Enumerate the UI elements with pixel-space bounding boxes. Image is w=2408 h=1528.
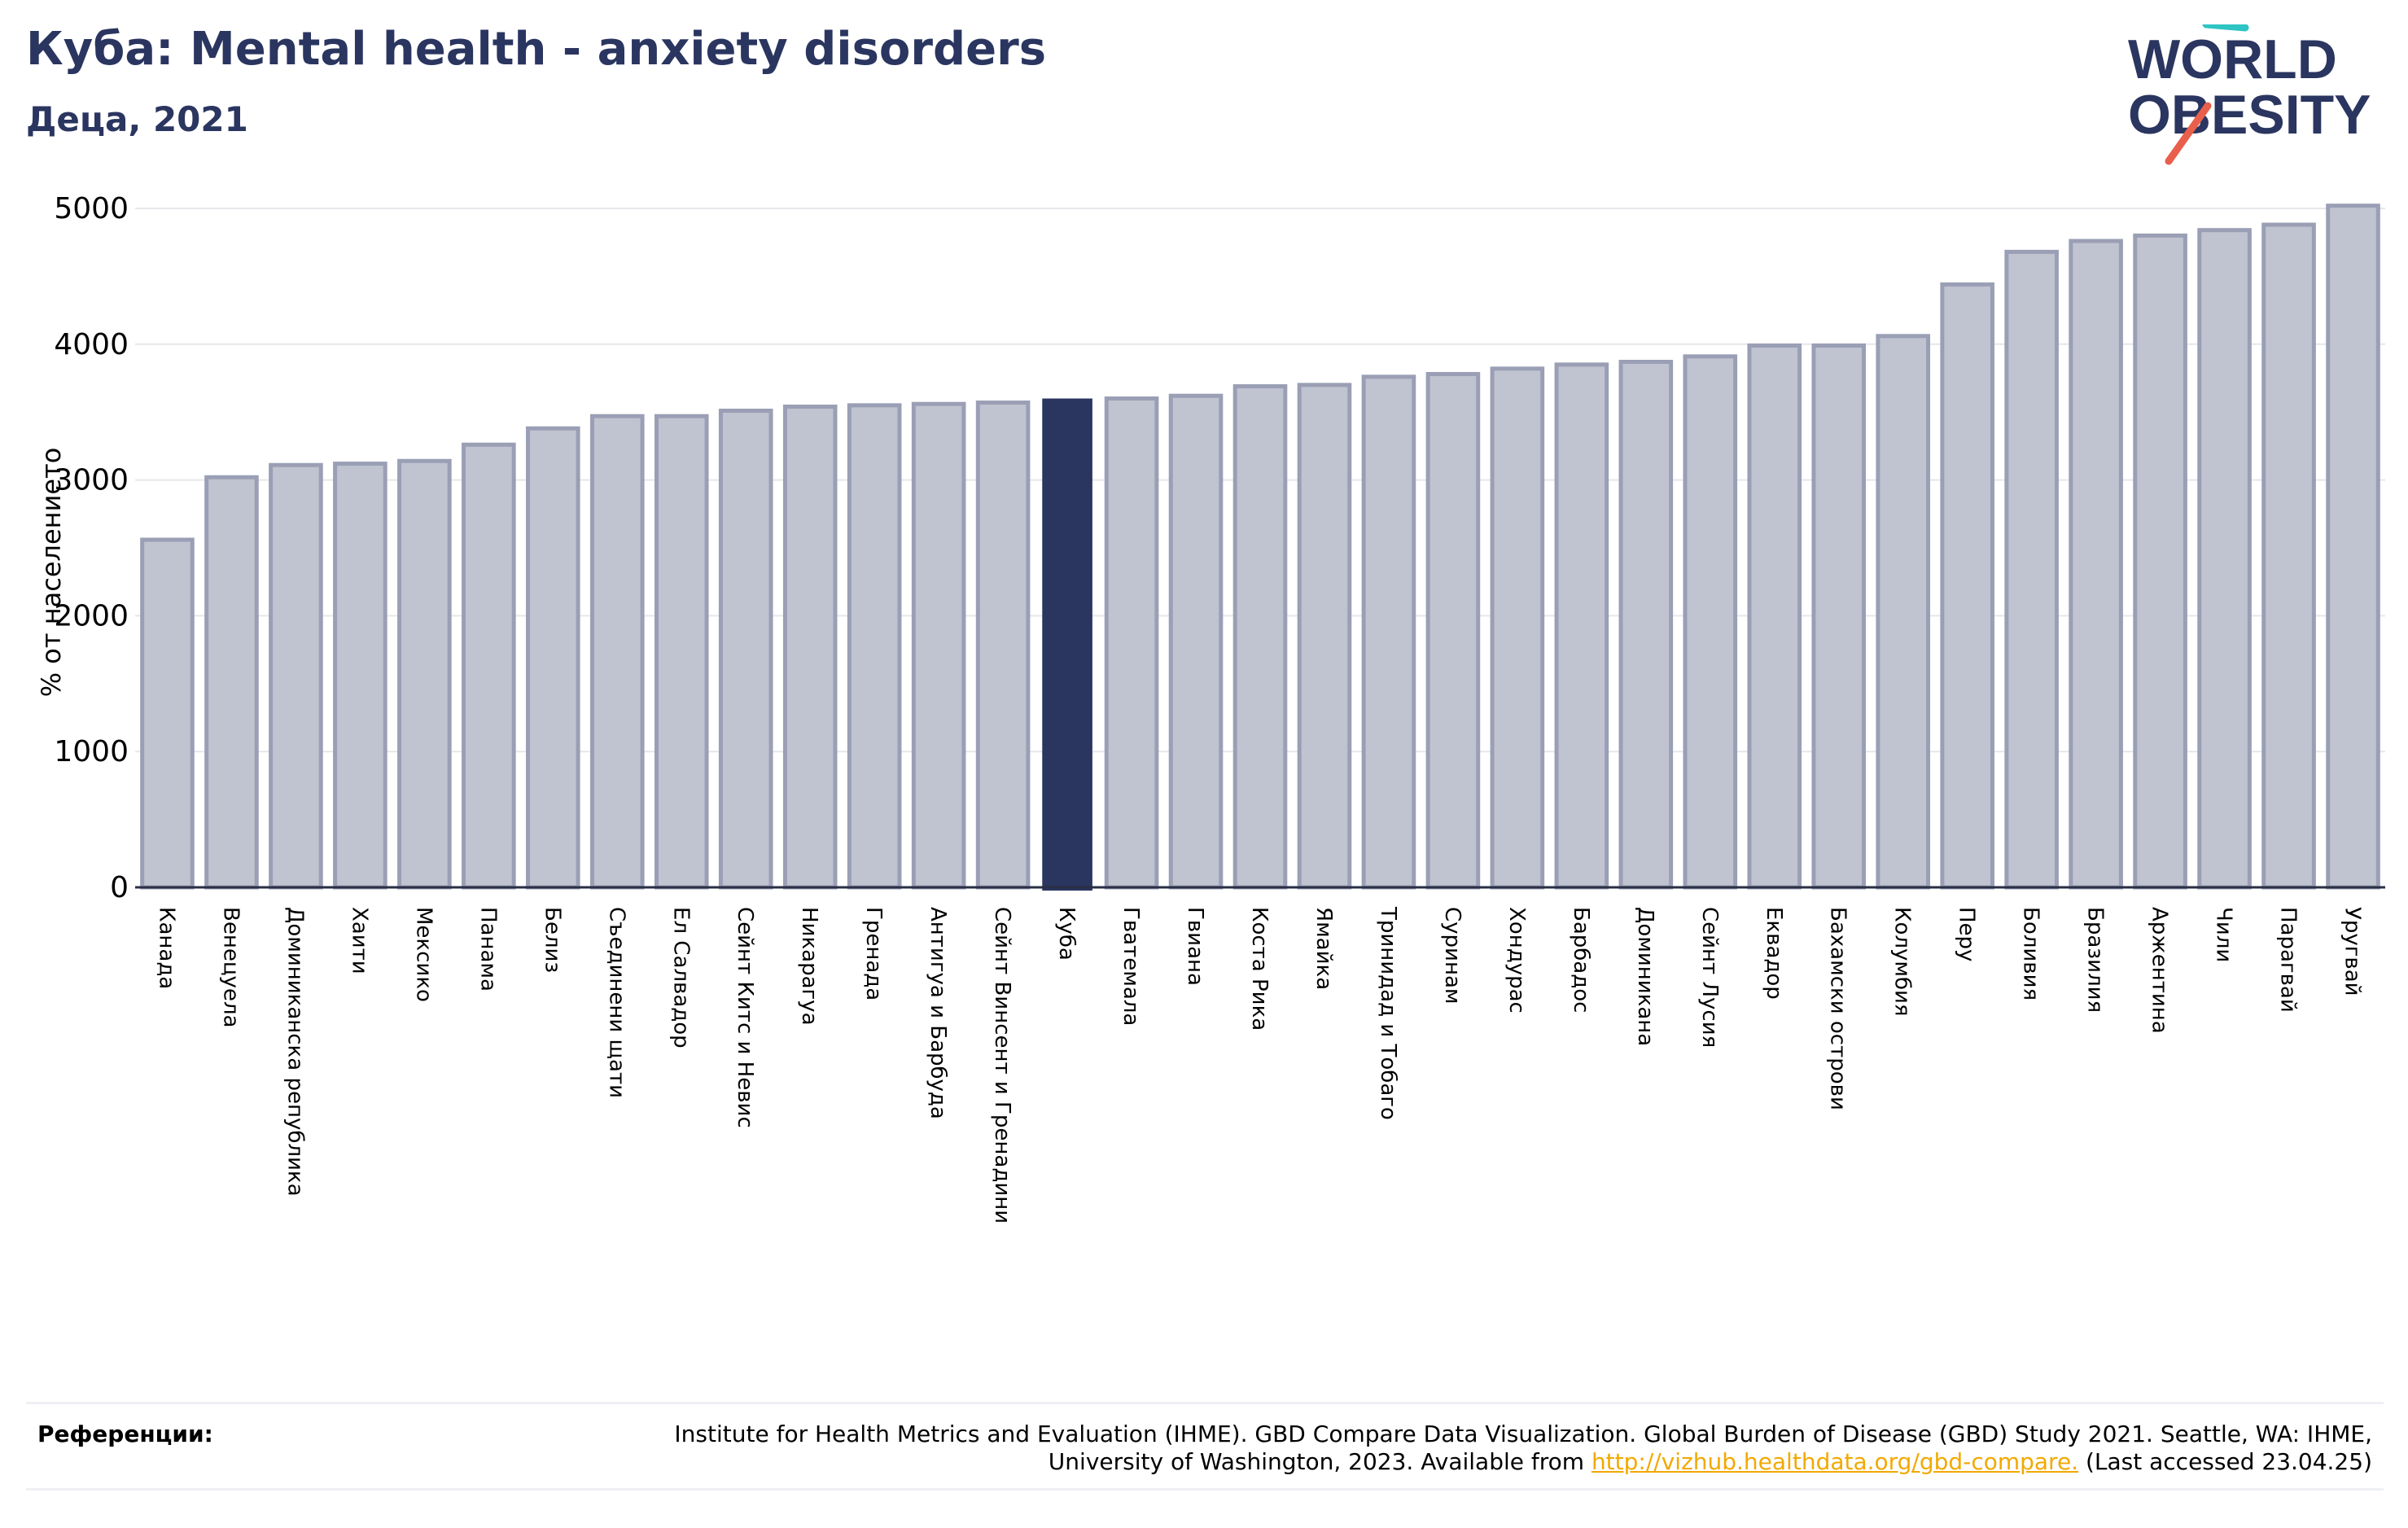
x-tick-label: Уругвай xyxy=(2340,907,2365,996)
bar xyxy=(1490,366,1545,890)
bar xyxy=(589,414,645,890)
bar xyxy=(1042,398,1092,891)
bar xyxy=(1811,343,1867,890)
bar xyxy=(397,458,452,890)
bar xyxy=(333,462,387,890)
references-citation: Institute for Health Metrics and Evaluat… xyxy=(674,1421,2372,1475)
x-tick-label: Аржентина xyxy=(2147,907,2172,1034)
bar xyxy=(1425,371,1481,890)
x-tick-label: Еквадор xyxy=(1762,907,1786,1000)
x-tick-label: Бахамски острови xyxy=(1826,907,1850,1110)
x-tick-label: Венецуела xyxy=(218,907,243,1027)
bar xyxy=(1747,343,1802,890)
bar xyxy=(654,414,709,890)
x-tick-label: Белиз xyxy=(540,907,564,973)
bar xyxy=(2133,233,2187,890)
bar xyxy=(462,442,516,890)
y-tick-label: 3000 xyxy=(54,464,129,497)
x-tick-label: Барбадос xyxy=(1569,907,1593,1013)
x-tick-label: Суринам xyxy=(1440,907,1465,1005)
bar xyxy=(1554,362,1609,890)
x-tick-label: Куба xyxy=(1054,907,1079,961)
bar xyxy=(1361,374,1416,890)
x-tick-label: Сейнт Лусия xyxy=(1697,907,1722,1048)
x-tick-label: Мексико xyxy=(411,907,436,1002)
bar xyxy=(911,401,966,890)
x-tick-label: Антигуа и Барбуда xyxy=(926,907,950,1119)
x-tick-label: Сейнт Китс и Невис xyxy=(733,907,757,1128)
references-accessed: (Last accessed 23.04.25) xyxy=(2078,1448,2372,1475)
x-tick-label: Съединени щати xyxy=(604,907,628,1098)
bar xyxy=(2069,239,2123,890)
bar xyxy=(1104,396,1159,890)
x-tick-label: Коста Рика xyxy=(1247,907,1272,1031)
x-tick-label: Доминиканска република xyxy=(282,907,307,1197)
x-tick-label: Гвиана xyxy=(1183,907,1207,986)
bar xyxy=(2326,204,2380,890)
bar xyxy=(1618,359,1674,890)
bar xyxy=(269,462,323,890)
y-tick-label: 2000 xyxy=(54,599,129,633)
bar xyxy=(204,475,259,890)
x-tick-label: Никарагуа xyxy=(797,907,821,1026)
references-section: Референции: Institute for Health Metrics… xyxy=(26,1402,2384,1491)
references-label: Референции: xyxy=(37,1421,213,1447)
x-tick-label: Ямайка xyxy=(1311,907,1336,990)
x-tick-label: Панама xyxy=(475,907,500,992)
y-tick-label: 5000 xyxy=(54,192,129,225)
bar xyxy=(1168,393,1224,890)
bar xyxy=(782,405,838,890)
bar xyxy=(1232,384,1288,890)
x-tick-label: Тринидад и Тобаго xyxy=(1376,906,1400,1120)
bar xyxy=(1876,334,1931,890)
x-tick-label: Хаити xyxy=(347,907,371,974)
logo-line-1: WORLD xyxy=(2128,28,2337,90)
references-text: Institute for Health Metrics and Evaluat… xyxy=(581,1421,2372,1476)
references-link[interactable]: http://vizhub.healthdata.org/gbd-compare… xyxy=(1591,1448,2079,1475)
world-obesity-logo: WORLD OBESITY xyxy=(2128,24,2371,165)
x-tick-label: Парагвай xyxy=(2276,907,2301,1013)
logo-slash-red xyxy=(2165,102,2212,165)
bar xyxy=(1297,383,1352,890)
x-tick-label: Боливия xyxy=(2019,907,2043,1000)
bar xyxy=(1683,354,1738,890)
bar xyxy=(2197,228,2252,890)
x-tick-label: Ел Салвадор xyxy=(668,907,693,1049)
x-tick-label: Хондурас xyxy=(1504,907,1529,1014)
y-tick-label: 4000 xyxy=(54,328,129,361)
bar xyxy=(718,409,773,890)
y-axis-label: % от населението xyxy=(36,448,67,698)
x-tick-label: Гватемала xyxy=(1119,907,1143,1026)
logo-slash-teal xyxy=(2202,24,2249,32)
x-tick-label: Доминикана xyxy=(1633,907,1657,1046)
bar xyxy=(847,403,902,890)
x-tick-label: Колумбия xyxy=(1890,907,1915,1017)
bar xyxy=(975,401,1031,890)
page-subtitle: Деца, 2021 xyxy=(26,99,248,139)
bar xyxy=(1940,282,1994,890)
bar-chart: 0 1000 2000 3000 4000 5000 % от населението Кан… xyxy=(36,192,2385,1224)
x-tick-label: Канада xyxy=(154,907,178,989)
y-tick-label: 0 xyxy=(110,871,129,904)
bar xyxy=(2004,249,2059,890)
x-tick-label: Перу xyxy=(1955,907,1979,961)
x-tick-label: Сейнт Винсент и Гренадини xyxy=(990,907,1014,1224)
x-tick-label: Бразилия xyxy=(2083,907,2108,1013)
x-tick-label: Гренада xyxy=(861,907,886,1000)
bar xyxy=(526,426,580,890)
x-tick-label: Чили xyxy=(2212,907,2236,962)
y-tick-label: 1000 xyxy=(54,735,129,768)
bar xyxy=(2261,222,2316,890)
bar xyxy=(140,537,195,890)
logo-line-2: OBESITY xyxy=(2128,84,2371,146)
page-title: Куба: Mental health - anxiety disorders xyxy=(26,23,1047,76)
